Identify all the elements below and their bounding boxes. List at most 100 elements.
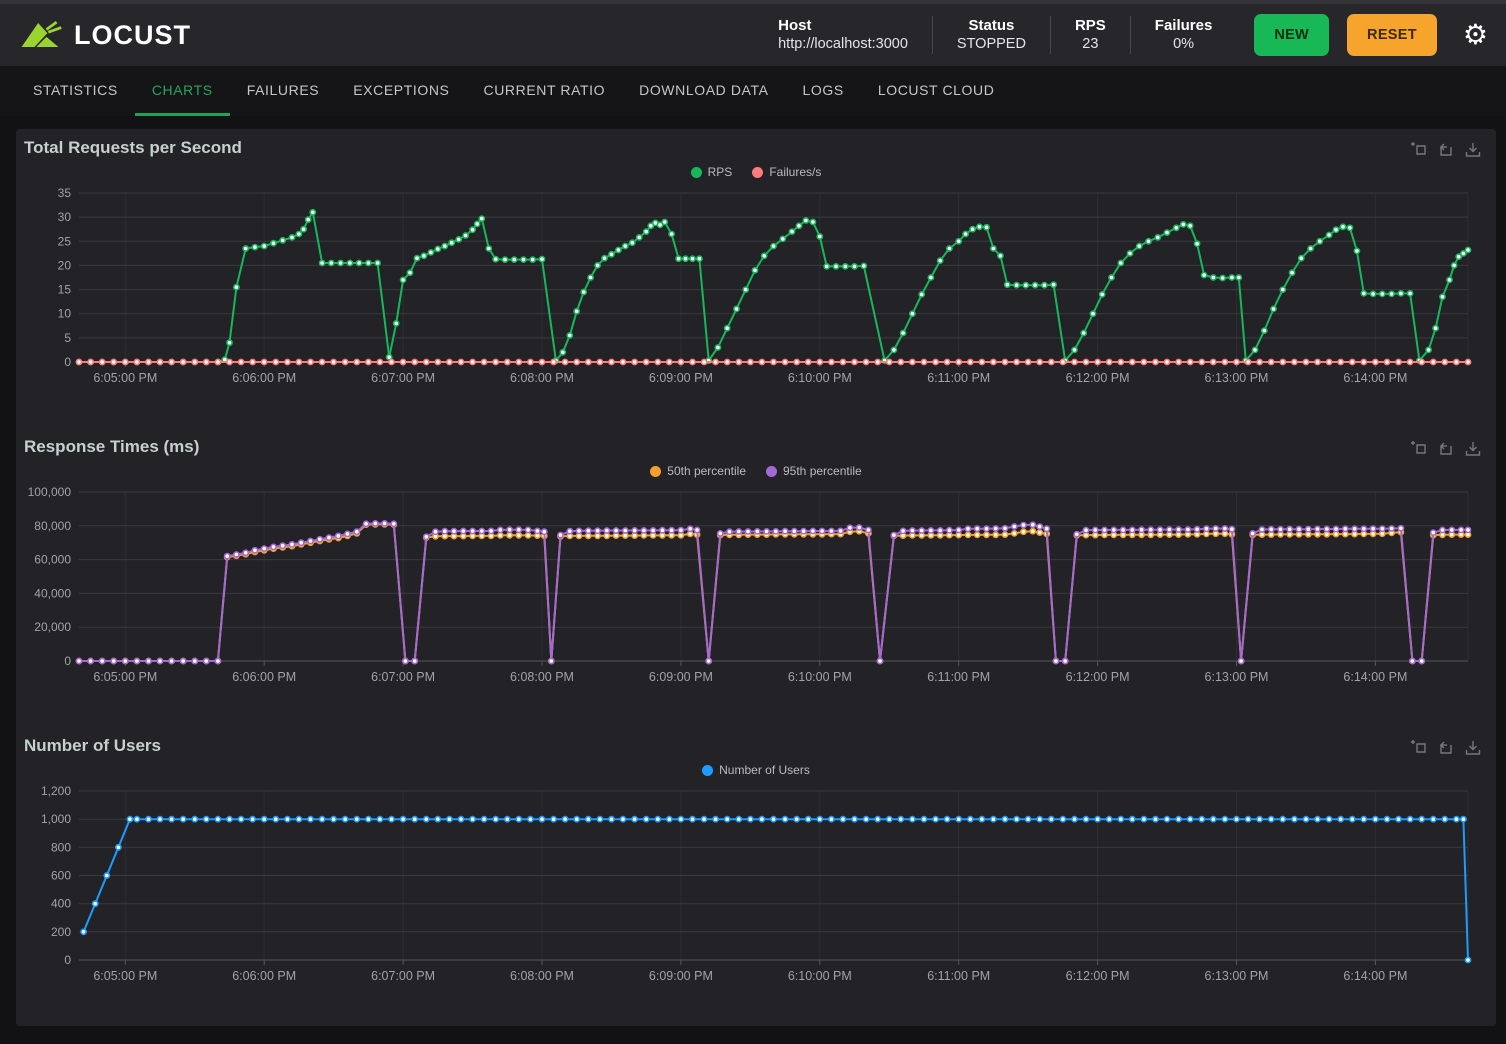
chart-plot-response-times[interactable]: 6:05:00 PM 6:06:00 PM 6:07:00 PM 6:08:00 PM… <box>24 482 1488 687</box>
brand[interactable]: LOCUST <box>16 15 191 55</box>
svg-text:6:14:00 PM: 6:14:00 PM <box>1343 670 1407 684</box>
legend-item-failures/s[interactable]: Failures/s <box>752 165 821 179</box>
locust-logo-icon <box>21 20 62 47</box>
rps-info: RPS 23 <box>1049 16 1130 54</box>
chart-title-number-of-users: Number of Users <box>24 736 161 755</box>
download-icon[interactable] <box>1464 141 1482 159</box>
brand-title: LOCUST <box>74 19 191 50</box>
tab-statistics[interactable]: STATISTICS <box>33 81 118 98</box>
svg-text:1,200: 1,200 <box>41 784 71 798</box>
svg-text:6:12:00 PM: 6:12:00 PM <box>1066 371 1130 385</box>
app-header: LOCUST Host http://localhost:3000 Status… <box>0 4 1506 66</box>
host-value: http://localhost:3000 <box>778 36 908 52</box>
svg-text:6:10:00 PM: 6:10:00 PM <box>788 670 852 684</box>
svg-text:100,000: 100,000 <box>28 485 72 499</box>
tab-exceptions[interactable]: EXCEPTIONS <box>353 81 450 98</box>
svg-text:60,000: 60,000 <box>34 553 71 567</box>
svg-text:6:09:00 PM: 6:09:00 PM <box>649 670 713 684</box>
tab-current-ratio[interactable]: CURRENT RATIO <box>483 81 606 98</box>
svg-text:20,000: 20,000 <box>34 620 71 634</box>
restore-icon[interactable] <box>1437 440 1455 458</box>
svg-text:6:06:00 PM: 6:06:00 PM <box>232 371 296 385</box>
svg-text:6:07:00 PM: 6:07:00 PM <box>371 371 435 385</box>
chart-title-total-rps: Total Requests per Second <box>24 138 242 157</box>
legend-dot <box>752 166 764 178</box>
svg-text:800: 800 <box>51 840 71 854</box>
tab-failures[interactable]: FAILURES <box>246 81 320 98</box>
svg-text:6:08:00 PM: 6:08:00 PM <box>510 670 574 684</box>
legend-item-number-of-users[interactable]: Number of Users <box>702 763 810 777</box>
tab-bar: STATISTICS CHARTS FAILURES EXCEPTIONS CURREN… <box>0 66 1506 116</box>
zoom-select-icon[interactable] <box>1410 739 1428 757</box>
tab-download-data[interactable]: DOWNLOAD DATA <box>639 81 769 98</box>
svg-text:6:07:00 PM: 6:07:00 PM <box>371 969 435 983</box>
svg-text:1,000: 1,000 <box>41 812 71 826</box>
svg-text:5: 5 <box>64 331 71 345</box>
chart-title-response-times: Response Times (ms) <box>24 437 200 456</box>
new-button[interactable]: NEW <box>1254 14 1330 56</box>
svg-text:35: 35 <box>58 186 72 200</box>
chart-block-total-rps: Total Requests per Second RPS Failures/s … <box>24 129 1488 428</box>
svg-text:200: 200 <box>51 925 71 939</box>
svg-text:6:14:00 PM: 6:14:00 PM <box>1343 969 1407 983</box>
svg-text:6:13:00 PM: 6:13:00 PM <box>1205 670 1269 684</box>
settings-gear-icon[interactable]: ⚙ <box>1462 19 1488 50</box>
rps-value: 23 <box>1082 36 1099 52</box>
svg-text:0: 0 <box>64 953 71 967</box>
chart-legend: Number of Users <box>24 759 1488 781</box>
chart-toolbox <box>1410 440 1482 458</box>
tab-charts[interactable]: CHARTS <box>134 66 230 116</box>
svg-text:6:08:00 PM: 6:08:00 PM <box>510 371 574 385</box>
failures-label: Failures <box>1154 17 1213 34</box>
svg-text:6:13:00 PM: 6:13:00 PM <box>1205 969 1269 983</box>
svg-text:6:13:00 PM: 6:13:00 PM <box>1205 371 1269 385</box>
zoom-select-icon[interactable] <box>1410 141 1428 159</box>
host-label: Host <box>778 17 812 34</box>
status-info: Status STOPPED <box>931 16 1050 54</box>
legend-item-95th-percentile[interactable]: 95th percentile <box>766 464 862 478</box>
charts-panel: Total Requests per Second RPS Failures/s … <box>16 129 1496 1026</box>
tab-logs[interactable]: LOGS <box>802 81 844 98</box>
legend-item-50th-percentile[interactable]: 50th percentile <box>650 464 746 478</box>
host-info: Host http://localhost:3000 <box>754 16 932 54</box>
svg-text:6:11:00 PM: 6:11:00 PM <box>927 670 990 684</box>
svg-text:0: 0 <box>64 355 71 369</box>
legend-dot <box>702 764 714 776</box>
svg-text:10: 10 <box>58 307 72 321</box>
svg-text:25: 25 <box>58 234 72 248</box>
svg-text:6:07:00 PM: 6:07:00 PM <box>371 670 435 684</box>
svg-text:6:06:00 PM: 6:06:00 PM <box>232 969 296 983</box>
reset-button[interactable]: RESET <box>1347 14 1437 56</box>
content: Total Requests per Second RPS Failures/s … <box>0 116 1506 1026</box>
chart-toolbox <box>1410 141 1482 159</box>
download-icon[interactable] <box>1464 440 1482 458</box>
failures-info: Failures 0% <box>1129 16 1237 54</box>
tab-locust-cloud[interactable]: LOCUST CLOUD <box>877 81 995 98</box>
status-value: STOPPED <box>956 36 1026 52</box>
svg-text:600: 600 <box>51 869 71 883</box>
svg-text:6:09:00 PM: 6:09:00 PM <box>649 969 713 983</box>
svg-text:6:12:00 PM: 6:12:00 PM <box>1066 670 1130 684</box>
chart-toolbox <box>1410 739 1482 757</box>
svg-text:6:14:00 PM: 6:14:00 PM <box>1343 371 1407 385</box>
svg-text:6:09:00 PM: 6:09:00 PM <box>649 371 713 385</box>
chart-block-response-times: Response Times (ms) 50th percentile 95th … <box>24 428 1488 727</box>
svg-text:6:11:00 PM: 6:11:00 PM <box>927 371 990 385</box>
chart-plot-total-rps[interactable]: 6:05:00 PM 6:06:00 PM 6:07:00 PM 6:08:00 PM… <box>24 183 1488 388</box>
legend-item-rps[interactable]: RPS <box>690 165 732 179</box>
legend-dot <box>690 166 702 178</box>
svg-text:6:05:00 PM: 6:05:00 PM <box>93 371 157 385</box>
rps-label: RPS <box>1074 17 1106 34</box>
legend-dot <box>766 465 777 477</box>
restore-icon[interactable] <box>1437 141 1455 159</box>
svg-text:6:10:00 PM: 6:10:00 PM <box>788 371 852 385</box>
chart-legend: 50th percentile 95th percentile <box>24 460 1488 482</box>
svg-text:6:05:00 PM: 6:05:00 PM <box>93 670 157 684</box>
download-icon[interactable] <box>1464 739 1482 757</box>
status-label: Status <box>968 17 1015 34</box>
svg-text:0: 0 <box>64 654 71 668</box>
restore-icon[interactable] <box>1437 739 1455 757</box>
svg-text:30: 30 <box>58 210 72 224</box>
chart-plot-number-of-users[interactable]: 6:05:00 PM 6:06:00 PM 6:07:00 PM 6:08:00 PM… <box>24 781 1488 986</box>
zoom-select-icon[interactable] <box>1410 440 1428 458</box>
